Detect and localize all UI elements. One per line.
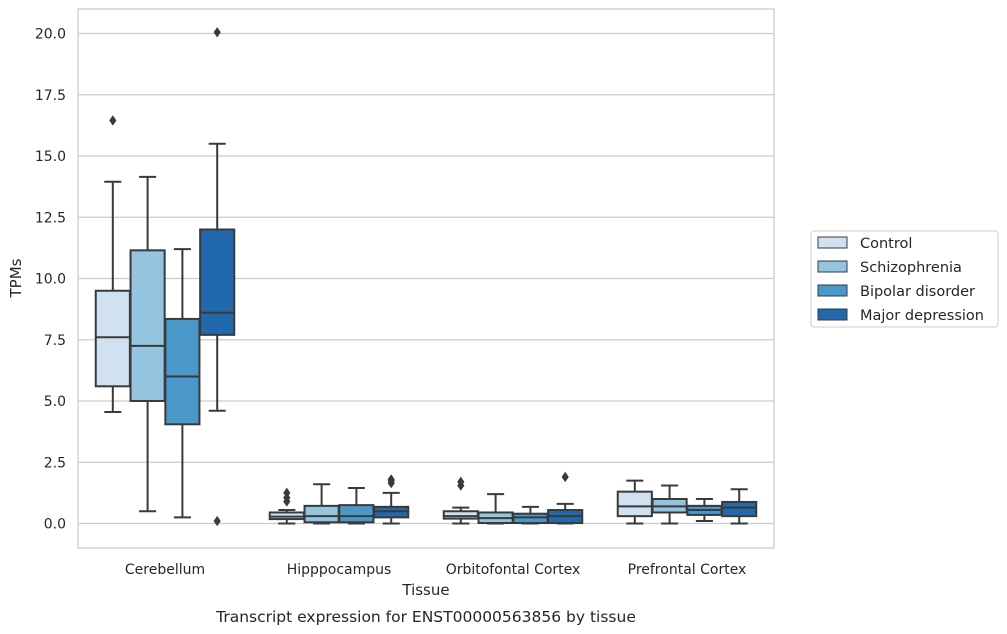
x-tick-label: Prefrontal Cortex <box>628 562 747 578</box>
outlier-point <box>213 27 221 38</box>
y-tick-label: 17.5 <box>35 88 66 104</box>
legend-swatch <box>817 260 848 273</box>
box-iqr <box>94 289 131 388</box>
box-1-1 <box>303 483 340 525</box>
plot-area <box>77 8 775 549</box>
box-iqr <box>721 500 758 518</box>
boxes <box>94 27 758 527</box>
box-iqr <box>303 504 340 524</box>
box-3-1 <box>373 474 410 525</box>
legend-label: Major depression <box>860 308 984 324</box>
box-iqr <box>164 317 201 426</box>
box-iqr <box>129 249 166 402</box>
legend-swatch <box>817 308 848 321</box>
legend-swatch <box>817 236 848 249</box>
outlier-point <box>213 515 221 527</box>
grid-lines <box>78 32 774 525</box>
legend-label: Bipolar disorder <box>860 284 975 300</box>
legend: Control Schizophrenia Bipolar disorder Majo… <box>810 230 999 328</box>
box-0-2 <box>442 476 479 525</box>
box-3-3 <box>721 488 758 525</box>
outlier-point <box>109 115 117 126</box>
legend-swatch <box>817 284 848 297</box>
y-tick-label: 10.0 <box>35 272 66 288</box>
box-iqr <box>442 510 479 520</box>
legend-label: Schizophrenia <box>860 260 962 276</box>
box-0-0 <box>94 115 131 414</box>
y-tick-label: 15.0 <box>35 149 66 165</box>
chart-caption: Transcript expression for ENST0000056385… <box>215 608 636 626</box>
box-iqr <box>338 504 375 524</box>
x-tick-label: Orbitofontal Cortex <box>446 562 581 578</box>
box-iqr <box>616 490 653 518</box>
box-iqr <box>199 228 236 336</box>
box-1-0 <box>129 175 166 513</box>
box-0-3 <box>616 479 653 525</box>
legend-label: Control <box>860 236 912 252</box>
legend-frame <box>810 230 999 328</box>
box-2-0 <box>164 248 201 519</box>
box-3-0 <box>199 27 236 527</box>
y-axis-title: TPMs <box>7 258 25 298</box>
y-tick-label: 12.5 <box>35 210 66 226</box>
x-tick-label: Hipppocampus <box>287 562 392 578</box>
outlier-point <box>561 471 569 483</box>
y-tick-label: 5.0 <box>44 394 66 410</box>
y-tick-label: 2.5 <box>44 455 66 471</box>
y-axis: 0.0 2.5 5.0 7.5 10.0 12.5 15.0 17.5 20.0 <box>35 27 66 533</box>
x-axis: Cerebellum Hipppocampus Orbitofontal Corte… <box>125 562 746 578</box>
y-tick-label: 20.0 <box>35 27 66 43</box>
box-3-2 <box>547 471 584 525</box>
outlier-point <box>283 487 291 499</box>
outlier-point <box>387 474 395 485</box>
y-tick-label: 0.0 <box>44 517 66 533</box>
y-tick-label: 7.5 <box>44 333 66 349</box>
x-axis-title: Tissue <box>401 581 449 599</box>
x-tick-label: Cerebellum <box>125 562 205 578</box>
outlier-point <box>457 476 465 488</box>
